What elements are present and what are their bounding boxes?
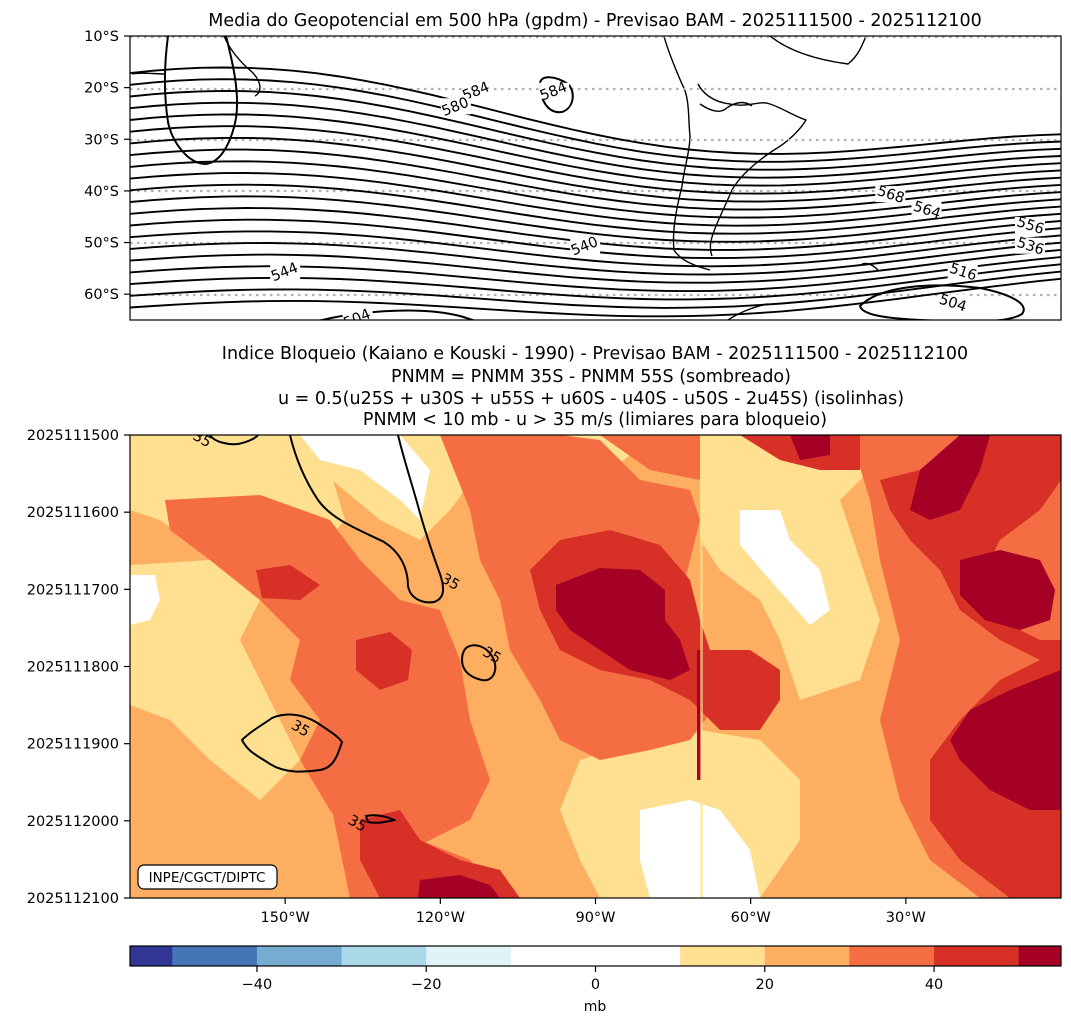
geo-contour-label: 564 xyxy=(911,199,942,223)
colorbar-tick-label: 20 xyxy=(756,977,774,993)
colorbar-tick-label: 40 xyxy=(925,977,943,993)
geopotential-title: Media do Geopotencial em 500 hPa (gpdm) … xyxy=(208,11,981,31)
geo-y-tick-label: 40°S xyxy=(84,184,119,200)
geo-y-tick-label: 20°S xyxy=(84,81,119,97)
svg-text:35: 35 xyxy=(480,644,504,667)
contour-584-closed xyxy=(538,76,574,114)
contour-low-west xyxy=(317,309,476,320)
colorbar-cell xyxy=(341,946,427,966)
colorbar-cell xyxy=(172,946,258,966)
colorbar-cell xyxy=(764,946,850,966)
colorbar-cell xyxy=(510,946,681,966)
geopotential-contour xyxy=(130,160,1061,219)
blocking-x-tick-label: 90°W xyxy=(575,910,615,926)
blocking-y-axis: 2025111500 2025111600 2025111700 2025111800… xyxy=(27,428,130,907)
credit-box: INPE/CGCT/DIPTC xyxy=(137,864,278,890)
blocking-y-tick-label: 2025112100 xyxy=(27,891,119,907)
colorbar-cell xyxy=(680,946,766,966)
blocking-y-tick-label: 2025111800 xyxy=(27,660,119,676)
credit-text: INPE/CGCT/DIPTC xyxy=(149,870,266,886)
geopotential-contour xyxy=(130,148,1061,211)
blocking-title-line-4: PNMM < 10 mb - u > 35 m/s (limiares para… xyxy=(363,410,827,430)
colorbar-tick-label: 0 xyxy=(591,977,600,993)
colorbar-label: mb xyxy=(584,999,607,1015)
colorbar: −40 −20 0 20 40 mb xyxy=(129,945,1062,1015)
colorbar-cell xyxy=(426,946,512,966)
geopotential-contour xyxy=(130,113,1061,187)
geopotential-contour xyxy=(130,136,1061,203)
u35-isoline-label: 35 xyxy=(288,718,312,741)
geo-y-tick-label: 50°S xyxy=(84,236,119,252)
contour-low-504 xyxy=(858,284,1025,320)
blocking-x-tick-label: 60°W xyxy=(731,910,771,926)
geopotential-contour xyxy=(130,270,1061,309)
u35-isoline-small xyxy=(460,644,497,682)
colorbar-cell xyxy=(849,946,935,966)
geo-y-tick-label: 30°S xyxy=(84,132,119,148)
blocking-y-tick-label: 2025111500 xyxy=(27,428,119,444)
geopotential-frame xyxy=(129,35,1062,321)
blocking-y-tick-label: 2025111600 xyxy=(27,505,119,521)
colorbar-cells xyxy=(130,946,1062,966)
geopotential-contour xyxy=(130,78,1061,163)
geopotential-contours xyxy=(130,66,1061,318)
geopotential-contour xyxy=(130,230,1061,268)
colorbar-cell xyxy=(130,946,173,966)
geo-contour-label: 540 xyxy=(569,234,601,259)
geopotential-contour xyxy=(130,125,1061,195)
blocking-x-tick-label: 30°W xyxy=(886,910,926,926)
svg-text:35: 35 xyxy=(345,812,369,835)
geopotential-contour xyxy=(130,183,1061,235)
colorbar-cell xyxy=(1018,946,1062,966)
colorbar-tick-label: −40 xyxy=(242,977,273,993)
geopotential-contour xyxy=(130,195,1061,243)
geo-contour-label: 504 xyxy=(341,306,373,320)
blocking-panel: Indice Bloqueio (Kaiano e Kouski - 1990)… xyxy=(27,344,1062,926)
u35-isoline-dot xyxy=(364,814,397,824)
svg-text:35: 35 xyxy=(438,571,462,594)
geopotential-panel: Media do Geopotencial em 500 hPa (gpdm) … xyxy=(84,11,1062,321)
geopotential-contour xyxy=(130,101,1061,179)
u35-isoline-label: 35 xyxy=(480,644,504,667)
blocking-x-tick-label: 150°W xyxy=(261,910,310,926)
colorbar-ticks: −40 −20 0 20 40 xyxy=(242,966,943,993)
u35-isoline-top xyxy=(209,435,259,446)
geopotential-y-axis: 10°S 20°S 30°S 40°S 50°S 60°S xyxy=(84,29,130,303)
blocking-y-tick-label: 2025111700 xyxy=(27,582,119,598)
u35-isoline-label: 35 xyxy=(345,812,369,835)
u35-isoline-long xyxy=(289,435,445,604)
u35-isoline-west xyxy=(240,713,344,773)
contour-trough-584 xyxy=(164,36,239,166)
colorbar-tick-label: −20 xyxy=(411,977,442,993)
blocking-title-line-1: Indice Bloqueio (Kaiano e Kouski - 1990)… xyxy=(222,344,968,364)
geopotential-contour xyxy=(130,89,1061,171)
colorbar-cell xyxy=(934,946,1020,966)
blocking-x-tick-label: 120°W xyxy=(416,910,465,926)
blocking-y-tick-label: 2025112000 xyxy=(27,814,119,830)
geopotential-contour xyxy=(130,248,1061,284)
blocking-title-line-2: PNMM = PNMM 35S - PNMM 55S (sombreado) xyxy=(391,367,791,387)
geopotential-contour xyxy=(130,277,1061,318)
colorbar-cell xyxy=(256,946,343,966)
geo-y-tick-label: 60°S xyxy=(84,287,119,303)
blocking-title-line-3: u = 0.5(u25S + u30S + u55S + u60S - u40S… xyxy=(278,389,904,409)
geopotential-contour xyxy=(130,241,1061,276)
svg-text:35: 35 xyxy=(288,718,312,741)
geo-contour-label: 568 xyxy=(875,183,906,207)
u35-isoline-label: 35 xyxy=(438,571,462,594)
blocking-x-axis: 150°W 120°W 90°W 60°W 30°W xyxy=(261,898,926,926)
u35-isolines xyxy=(209,435,497,824)
geo-contour-label: 516 xyxy=(947,261,978,285)
geo-y-tick-label: 10°S xyxy=(84,29,119,45)
geopotential-contour xyxy=(130,66,1061,155)
geo-contour-label: 536 xyxy=(1015,235,1046,259)
geo-contour-label: 544 xyxy=(269,260,301,285)
geo-contour-label: 504 xyxy=(937,292,968,316)
geopotential-contour xyxy=(130,172,1061,227)
blocking-y-tick-label: 2025111900 xyxy=(27,737,119,753)
geo-contour-label: 556 xyxy=(1015,214,1046,238)
